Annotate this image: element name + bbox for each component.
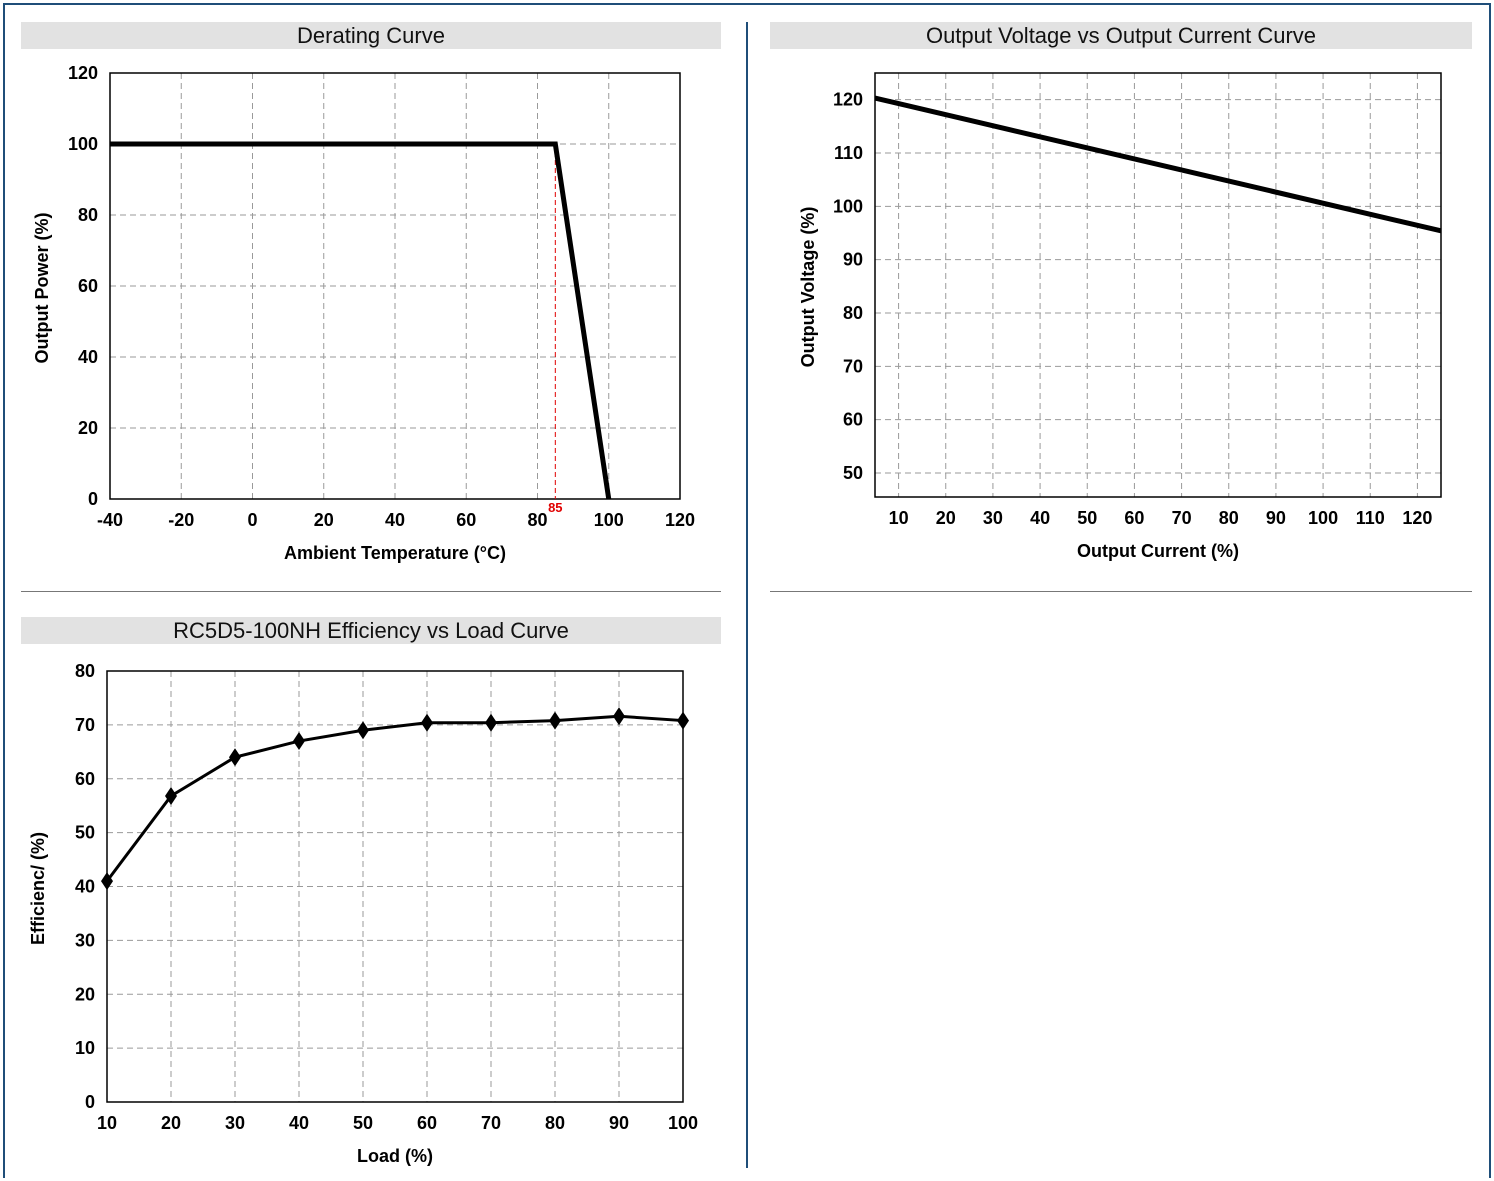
panel-separator-right bbox=[770, 591, 1472, 592]
derating-x-tick-label: -40 bbox=[97, 510, 123, 530]
voltage-current-y-tick-label: 90 bbox=[843, 250, 863, 270]
efficiency-data-point bbox=[677, 711, 689, 730]
efficiency-y-tick-label: 60 bbox=[75, 769, 95, 789]
voltage-current-y-axis-label: Output Voltage (%) bbox=[798, 207, 818, 368]
voltage-current-x-axis-label: Output Current (%) bbox=[1077, 541, 1239, 561]
efficiency-data-point bbox=[357, 721, 369, 740]
voltage-current-x-tick-label: 90 bbox=[1266, 508, 1286, 528]
derating-annotation-label: 85 bbox=[548, 500, 562, 515]
efficiency-x-tick-label: 100 bbox=[668, 1113, 698, 1133]
voltage-current-chart-title: Output Voltage vs Output Current Curve bbox=[770, 22, 1472, 49]
efficiency-x-axis-label: Load (%) bbox=[357, 1146, 433, 1166]
page-frame-top bbox=[3, 3, 1491, 5]
voltage-current-x-tick-label: 20 bbox=[936, 508, 956, 528]
voltage-current-x-tick-label: 40 bbox=[1030, 508, 1050, 528]
efficiency-data-point bbox=[421, 713, 433, 732]
voltage-current-x-tick-label: 100 bbox=[1308, 508, 1338, 528]
derating-chart-title: Derating Curve bbox=[21, 22, 721, 49]
voltage-current-y-tick-label: 100 bbox=[833, 196, 863, 216]
derating-y-tick-label: 80 bbox=[78, 205, 98, 225]
voltage-current-y-tick-label: 110 bbox=[834, 143, 863, 163]
efficiency-y-tick-label: 30 bbox=[75, 930, 95, 950]
efficiency-data-point bbox=[101, 872, 113, 891]
efficiency-y-tick-label: 40 bbox=[75, 877, 95, 897]
voltage-current-y-tick-label: 120 bbox=[833, 90, 863, 110]
efficiency-x-tick-label: 40 bbox=[289, 1113, 309, 1133]
efficiency-x-tick-label: 80 bbox=[545, 1113, 565, 1133]
voltage-current-x-tick-label: 60 bbox=[1124, 508, 1144, 528]
voltage-current-y-tick-label: 50 bbox=[843, 463, 863, 483]
efficiency-y-tick-label: 10 bbox=[75, 1038, 95, 1058]
voltage-current-y-tick-label: 70 bbox=[843, 356, 863, 376]
efficiency-plot-frame bbox=[106, 670, 684, 1103]
derating-x-tick-label: 0 bbox=[247, 510, 257, 530]
derating-series-line bbox=[110, 141, 612, 500]
derating-y-tick-label: 120 bbox=[68, 63, 98, 83]
voltage-current-x-tick-label: 80 bbox=[1219, 508, 1239, 528]
efficiency-y-axis-label: Efficienc/ (%) bbox=[28, 832, 48, 945]
derating-x-tick-label: 40 bbox=[385, 510, 405, 530]
efficiency-y-tick-label: 80 bbox=[75, 661, 95, 681]
derating-y-tick-label: 60 bbox=[78, 276, 98, 296]
efficiency-data-point bbox=[549, 711, 561, 730]
voltage-current-x-tick-label: 110 bbox=[1356, 508, 1385, 528]
page-frame-right bbox=[1489, 3, 1491, 1178]
voltage-current-y-tick-label: 80 bbox=[843, 303, 863, 323]
derating-x-tick-label: -20 bbox=[168, 510, 194, 530]
derating-y-tick-label: 20 bbox=[78, 418, 98, 438]
efficiency-data-point bbox=[165, 786, 177, 805]
efficiency-chart-title: RC5D5-100NH Efficiency vs Load Curve bbox=[21, 617, 721, 644]
efficiency-x-tick-label: 70 bbox=[481, 1113, 501, 1133]
voltage-current-plot-frame bbox=[874, 72, 1442, 498]
derating-x-tick-label: 80 bbox=[527, 510, 547, 530]
voltage-current-x-tick-label: 50 bbox=[1077, 508, 1097, 528]
voltage-current-x-tick-label: 10 bbox=[889, 508, 909, 528]
derating-y-tick-label: 40 bbox=[78, 347, 98, 367]
efficiency-y-tick-label: 50 bbox=[75, 823, 95, 843]
efficiency-x-tick-label: 10 bbox=[97, 1113, 117, 1133]
efficiency-x-tick-label: 20 bbox=[161, 1113, 181, 1133]
derating-x-tick-label: 100 bbox=[594, 510, 624, 530]
efficiency-data-point bbox=[293, 732, 305, 751]
derating-y-tick-label: 100 bbox=[68, 134, 98, 154]
voltage-current-x-tick-label: 120 bbox=[1402, 508, 1432, 528]
efficiency-x-tick-label: 50 bbox=[353, 1113, 373, 1133]
efficiency-y-tick-label: 20 bbox=[75, 984, 95, 1004]
efficiency-series-line bbox=[105, 714, 684, 883]
efficiency-x-tick-label: 60 bbox=[417, 1113, 437, 1133]
efficiency-x-tick-label: 90 bbox=[609, 1113, 629, 1133]
derating-x-axis-label: Ambient Temperature (°C) bbox=[284, 543, 506, 563]
derating-x-tick-label: 60 bbox=[456, 510, 476, 530]
efficiency-data-point bbox=[229, 748, 241, 767]
derating-plot-frame bbox=[109, 72, 681, 500]
voltage-current-series-line bbox=[874, 95, 1442, 234]
page-frame-left bbox=[3, 3, 5, 1178]
voltage-current-y-tick-label: 60 bbox=[843, 410, 863, 430]
efficiency-data-point bbox=[613, 707, 625, 726]
efficiency-y-tick-label: 70 bbox=[75, 715, 95, 735]
efficiency-y-tick-label: 0 bbox=[85, 1092, 95, 1112]
voltage-current-x-tick-label: 70 bbox=[1172, 508, 1192, 528]
derating-x-tick-label: 120 bbox=[665, 510, 695, 530]
derating-y-tick-label: 0 bbox=[88, 489, 98, 509]
panel-divider bbox=[746, 22, 748, 1168]
derating-y-axis-label: Output Power (%) bbox=[32, 213, 52, 364]
efficiency-x-tick-label: 30 bbox=[225, 1113, 245, 1133]
efficiency-data-point bbox=[485, 713, 497, 732]
derating-x-tick-label: 20 bbox=[314, 510, 334, 530]
voltage-current-x-tick-label: 30 bbox=[983, 508, 1003, 528]
panel-separator-left bbox=[21, 591, 721, 592]
